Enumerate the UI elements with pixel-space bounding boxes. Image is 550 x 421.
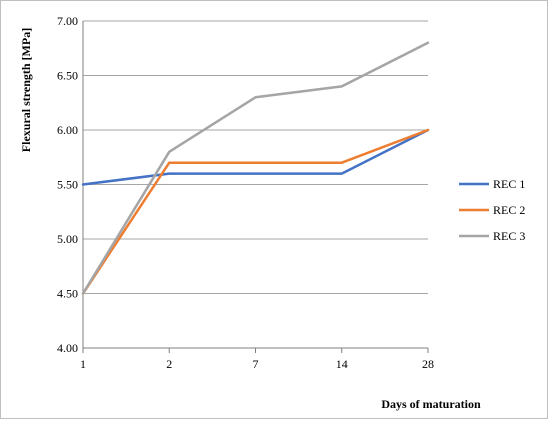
legend-label: REC 2 (493, 203, 525, 217)
x-tick-label: 7 (253, 357, 259, 371)
series-line-2 (81, 128, 430, 295)
x-axis-title: Days of maturation (381, 397, 481, 411)
y-tick-label: 4.00 (57, 341, 78, 355)
x-tick-label: 1 (80, 357, 86, 371)
gridlines (82, 20, 428, 349)
legend-item: REC 3 (459, 229, 525, 243)
legend-item: REC 1 (459, 177, 525, 191)
y-tick-label: 7.00 (57, 14, 78, 28)
y-tick-label: 6.00 (57, 123, 78, 137)
series-line-3 (81, 41, 430, 295)
y-tick-label: 4.50 (57, 287, 78, 301)
y-tick-label: 5.00 (57, 232, 78, 246)
legend-label: REC 3 (493, 229, 525, 243)
y-tick-label: 5.50 (57, 178, 78, 192)
y-tick-label: 6.50 (57, 69, 78, 83)
legend-item: REC 2 (459, 203, 525, 217)
series-line-1 (81, 128, 430, 186)
y-axis-tick-labels: 4.00 4.50 5.00 5.50 6.00 6.50 7.00 (57, 14, 78, 355)
x-tick-label: 14 (336, 357, 348, 371)
x-axis-tick-labels: 1 2 7 14 28 (80, 348, 434, 371)
legend: REC 1 REC 2 REC 3 (459, 177, 525, 243)
x-tick-label: 2 (166, 357, 172, 371)
y-axis-title: Flexural strength [MPa] (19, 28, 33, 152)
legend-label: REC 1 (493, 177, 525, 191)
series-lines (81, 41, 430, 295)
x-tick-label: 28 (422, 357, 434, 371)
